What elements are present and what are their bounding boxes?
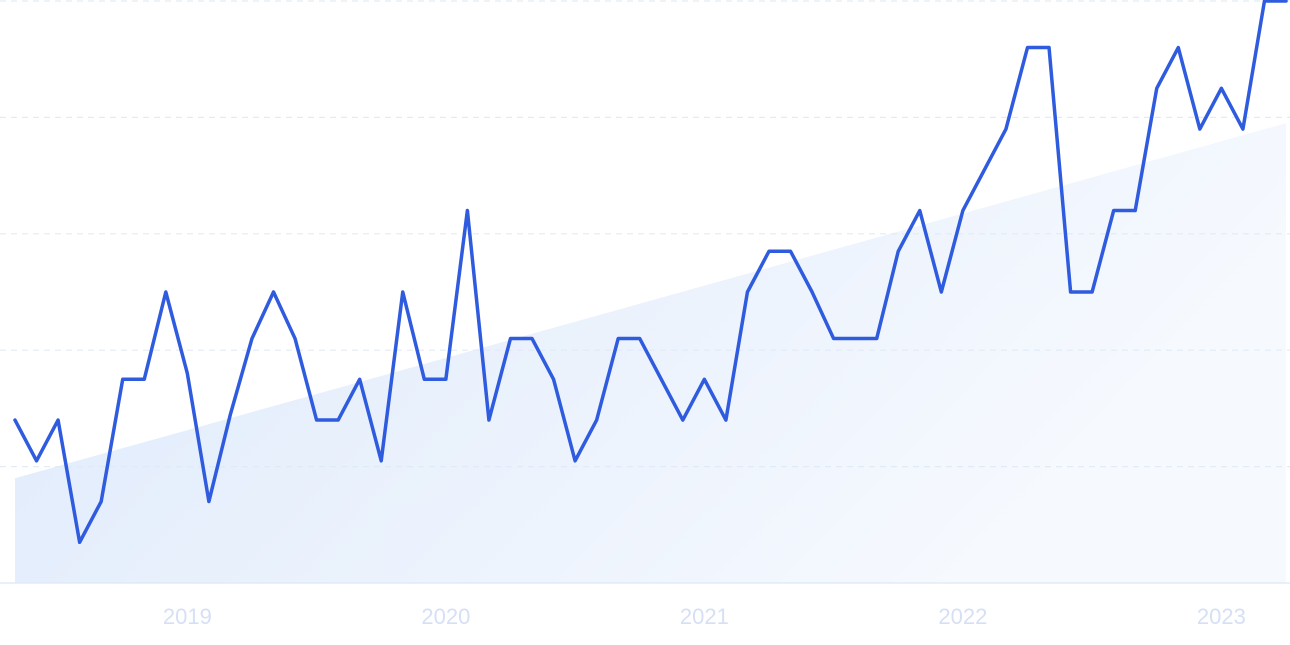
x-tick-label: 2020: [421, 604, 470, 629]
x-tick-label: 2021: [680, 604, 729, 629]
line: [13, 0, 1288, 545]
trend-area: [15, 123, 1286, 583]
x-tick-label: 2019: [163, 604, 212, 629]
x-tick-label: 2022: [938, 604, 987, 629]
x-tick-label: 2023: [1197, 604, 1246, 629]
